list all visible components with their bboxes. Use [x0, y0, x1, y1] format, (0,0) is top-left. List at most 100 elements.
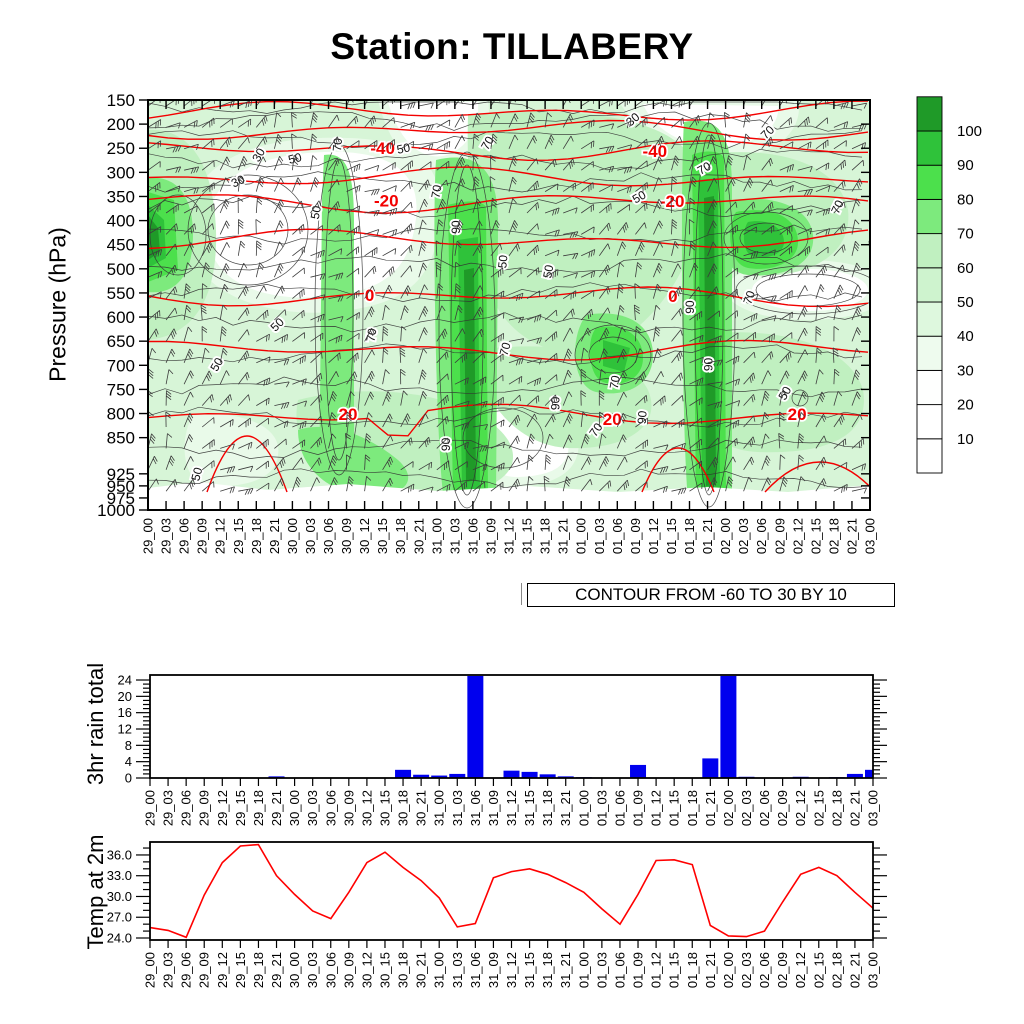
time-tick-label-rain: 01_15	[667, 790, 682, 826]
time-tick-label-temp: 02_09	[775, 952, 790, 988]
time-tick-label-rain: 31_06	[468, 790, 483, 826]
time-tick-label-temp: 31_09	[486, 952, 501, 988]
pressure-tick-label: 300	[107, 163, 135, 182]
pressure-tick-label: 850	[107, 429, 135, 448]
time-tick-label-main: 03_00	[863, 518, 878, 554]
time-tick-label-main: 31_18	[538, 518, 553, 554]
time-tick-label-rain: 29_06	[179, 790, 194, 826]
page-title: Station: TILLABERY	[330, 26, 694, 67]
red-temperature-contours	[148, 100, 870, 493]
svg-text:20: 20	[339, 405, 358, 424]
svg-text:90: 90	[683, 300, 697, 314]
rain-bar	[720, 675, 737, 778]
wind-barbs	[148, 100, 870, 495]
time-tick-label-rain: 29_15	[233, 790, 248, 826]
contour-info-box: CONTOUR FROM -60 TO 30 BY 10	[521, 583, 895, 607]
time-tick-label-temp: 30_12	[359, 952, 374, 988]
rain-bar	[449, 773, 466, 778]
time-tick-label-rain: 31_15	[522, 790, 537, 826]
time-tick-label-temp: 30_21	[414, 952, 429, 988]
time-tick-label-main: 02_06	[754, 518, 769, 554]
time-tick-label-rain: 02_21	[847, 790, 862, 826]
svg-text:-40: -40	[643, 142, 668, 161]
rain-bar	[702, 758, 719, 778]
time-tick-label-temp: 01_21	[703, 952, 718, 988]
time-tick-label-temp: 03_00	[866, 952, 881, 988]
time-tick-label-rain: 02_06	[757, 790, 772, 826]
time-tick-label-rain: 01_09	[631, 790, 646, 826]
time-tick-label-main: 02_15	[808, 518, 823, 554]
rain-bar	[467, 675, 484, 778]
main-axes: 1502002503003504004505005506006507007508…	[97, 91, 877, 554]
temp-panel: 24.0 27.0 30.0 33.0 36.0 29_00 29_03 29_06 29_09…	[107, 841, 887, 988]
time-tick-label-temp: 29_21	[269, 952, 284, 988]
svg-text:90: 90	[549, 396, 563, 410]
time-tick-label-temp: 30_18	[396, 952, 411, 988]
pressure-tick-label: 650	[107, 332, 135, 351]
pressure-tick-label: 800	[107, 405, 135, 424]
rain-bar	[413, 774, 430, 778]
time-tick-label-temp: 31_18	[540, 952, 555, 988]
rain-bar	[395, 769, 412, 778]
time-tick-label-temp: 29_18	[251, 952, 266, 988]
svg-text:50: 50	[188, 466, 205, 483]
time-tick-label-rain: 01_06	[612, 790, 627, 826]
pressure-tick-label: 975	[107, 489, 135, 508]
colorbar-tick-label: 90	[957, 157, 974, 174]
time-tick-label-temp: 02_18	[829, 952, 844, 988]
svg-text:0: 0	[365, 286, 374, 305]
time-tick-label-rain: 01_12	[649, 790, 664, 826]
time-tick-label-rain: 29_21	[269, 790, 284, 826]
time-tick-label-temp: 01_06	[612, 952, 627, 988]
time-tick-label-main: 01_06	[610, 518, 625, 554]
svg-text:50: 50	[308, 204, 324, 220]
time-tick-label-temp: 29_06	[179, 952, 194, 988]
temp-tick-label: 27.0	[107, 910, 132, 925]
time-tick-label-temp: 02_00	[721, 952, 736, 988]
colorbar-tick-label: 80	[957, 191, 974, 208]
colorbar-tick-label: 40	[957, 328, 974, 345]
temp-tick-label: 30.0	[107, 889, 132, 904]
time-tick-label-main: 30_00	[285, 518, 300, 554]
time-tick-label-main: 30_12	[357, 518, 372, 554]
time-tick-label-main: 31_09	[483, 518, 498, 554]
time-tick-label-rain: 30_21	[414, 790, 429, 826]
svg-text:70: 70	[363, 327, 379, 343]
time-tick-label-main: 29_03	[159, 518, 174, 554]
time-tick-label-temp: 02_12	[793, 952, 808, 988]
pressure-tick-label: 350	[107, 187, 135, 206]
time-tick-label-main: 01_00	[574, 518, 589, 554]
rain-bars	[268, 675, 873, 778]
pressure-tick-label: 250	[107, 139, 135, 158]
time-tick-label-rain: 30_06	[323, 790, 338, 826]
time-tick-label-temp: 31_12	[504, 952, 519, 988]
time-tick-label-main: 31_00	[429, 518, 444, 554]
time-tick-label-rain: 02_15	[811, 790, 826, 826]
time-tick-label-temp: 29_09	[197, 952, 212, 988]
time-tick-label-rain: 02_18	[829, 790, 844, 826]
rain-tick-label: 24	[118, 673, 132, 688]
time-tick-label-temp: 02_15	[811, 952, 826, 988]
pressure-tick-label: 450	[107, 236, 135, 255]
time-tick-label-temp: 02_06	[757, 952, 772, 988]
time-tick-label-rain: 31_00	[432, 790, 447, 826]
time-tick-label-main: 30_09	[339, 518, 354, 554]
time-tick-label-rain: 29_03	[161, 790, 176, 826]
colorbar-tick-label: 50	[957, 294, 974, 311]
time-tick-label-rain: 30_15	[377, 790, 392, 826]
colorbar-legend: 10 20 30 40 50 60 70 80 90 100	[916, 96, 982, 474]
pressure-tick-label: 950	[107, 477, 135, 496]
time-tick-label-main: 31_03	[447, 518, 462, 554]
time-tick-label-temp: 31_03	[450, 952, 465, 988]
time-tick-label-temp: 01_03	[594, 952, 609, 988]
colorbar-tick-label: 100	[957, 123, 982, 140]
rain-tick-label: 0	[125, 771, 132, 786]
time-tick-label-temp: 02_21	[847, 952, 862, 988]
pressure-tick-label: 400	[107, 212, 135, 231]
time-tick-label-main: 02_18	[826, 518, 841, 554]
rain-bar	[865, 769, 873, 778]
time-tick-label-temp: 30_15	[377, 952, 392, 988]
time-tick-label-rain: 31_18	[540, 790, 555, 826]
